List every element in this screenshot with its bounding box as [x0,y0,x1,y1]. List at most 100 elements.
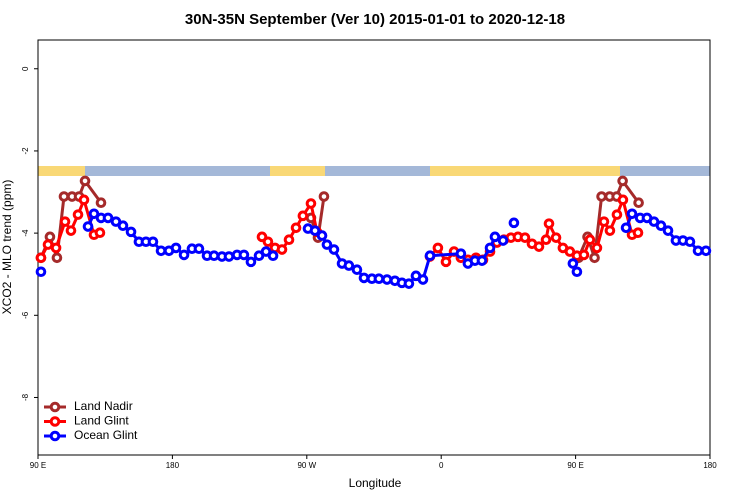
point [620,222,632,234]
point [94,227,106,239]
point [50,242,62,254]
point [318,191,330,202]
point [626,208,638,220]
land-band [270,166,325,176]
point [35,266,47,278]
point [170,242,182,254]
point [297,210,309,222]
land-band [38,166,85,176]
x-tick-label: 0 [439,461,444,470]
point [208,250,220,262]
point [305,198,317,209]
x-tick-label: 90 W [297,461,316,470]
chart-title: 30N-35N September (Ver 10) 2015-01-01 to… [185,11,565,28]
point [102,212,114,224]
point [497,235,509,246]
point [321,239,333,250]
point [598,216,610,227]
point [95,197,107,209]
point [611,209,623,220]
y-tick-label: -6 [21,311,30,319]
point [571,266,583,278]
point [508,217,520,229]
x-tick-label: 180 [703,461,717,470]
point [700,245,712,257]
point [59,216,71,227]
land-mask-band [38,166,710,176]
y-tick-label: 0 [21,66,30,71]
point [550,232,562,243]
legend-marker [49,430,61,442]
point [417,274,429,285]
point [343,260,355,271]
point [596,191,607,202]
point [567,258,579,269]
point [476,255,488,266]
legend-label: Land Nadir [74,399,133,413]
point [424,250,436,262]
point [82,221,94,232]
point [35,252,47,264]
point [351,264,363,275]
legend-marker [49,416,61,427]
legend-marker [49,401,61,413]
point [455,248,467,259]
x-tick-label: 90 E [30,461,46,470]
point [223,251,235,262]
point [604,225,616,236]
point [79,175,91,187]
point [632,227,644,239]
land-band [430,166,620,176]
point [484,242,496,254]
point [193,243,205,255]
y-tick-label: -4 [21,229,30,237]
point [125,226,137,238]
point [584,234,596,245]
point [267,250,279,262]
plot-frame [37,39,711,456]
y-tick-label: -2 [21,147,30,155]
point [381,274,393,285]
point [262,236,274,248]
y-axis-label: XCO2 - MLO trend (ppm) [0,180,14,315]
point [290,222,302,234]
point [42,239,54,250]
point [373,273,385,285]
point [617,175,628,187]
point [51,252,63,264]
series [35,208,712,289]
point [72,209,84,220]
ocean-band [38,166,710,176]
point [78,194,90,206]
point [245,256,257,268]
point [589,252,600,264]
point [578,249,590,261]
point [316,230,328,241]
point [655,220,667,232]
point [58,191,70,202]
point [358,272,370,284]
point [489,231,501,243]
point [117,220,129,232]
point [519,232,531,243]
point [328,244,340,255]
point [533,241,545,252]
x-tick-label: 180 [166,461,180,470]
x-tick-label: 90 E [567,461,583,470]
point [617,194,629,206]
point [238,249,250,261]
point [65,225,77,236]
point [147,236,159,248]
point [633,197,644,209]
point [591,242,603,254]
point [432,242,444,254]
point [309,225,321,236]
legend-label: Land Glint [74,414,129,428]
point [543,218,555,229]
point [178,249,190,261]
point [440,256,452,268]
point [684,236,696,248]
legend-label: Ocean Glint [74,428,138,442]
x-axis-label: Longitude [349,476,402,490]
